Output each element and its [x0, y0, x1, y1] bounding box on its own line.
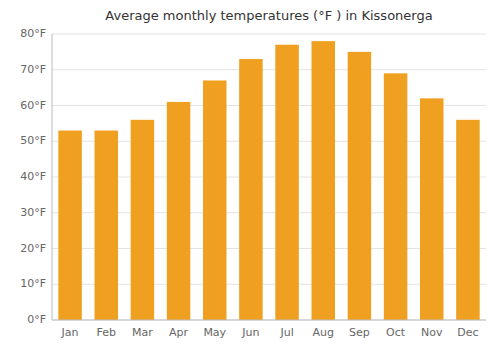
grid — [52, 34, 486, 320]
y-tick-label: 80°F — [20, 27, 46, 40]
y-axis-line — [52, 34, 53, 320]
x-axis: Jan Feb Mar Apr May Jun Jul Aug Sep Oct Nov Dec — [61, 326, 479, 339]
bar — [311, 41, 335, 320]
x-axis-line — [52, 320, 486, 321]
grid-line — [52, 34, 486, 35]
title: Average monthly temperatures (°F ) in Ki… — [105, 8, 432, 23]
bar — [420, 98, 444, 320]
bar — [456, 120, 480, 320]
bar — [58, 131, 82, 320]
y-tick-label: 0°F — [27, 313, 46, 326]
bar — [131, 120, 155, 320]
chart: Average monthly temperatures (°F ) in Ki… — [0, 0, 500, 350]
bar — [275, 45, 299, 320]
y-tick-label: 30°F — [20, 206, 46, 219]
x-tick-label: Mar — [132, 326, 153, 339]
y-tick-label: 50°F — [20, 134, 46, 147]
x-tick-label: Jul — [279, 326, 293, 339]
bar — [94, 131, 118, 320]
bars — [58, 41, 479, 320]
x-tick-label: Dec — [457, 326, 478, 339]
grid-line — [52, 320, 486, 321]
y-tick-label: 10°F — [20, 277, 46, 290]
y-tick-label: 20°F — [20, 242, 46, 255]
bar — [167, 102, 191, 320]
y-tick-label: 70°F — [20, 63, 46, 76]
bar — [348, 52, 372, 320]
bar — [384, 73, 408, 320]
y-axis: 0°F 10°F 20°F 30°F 40°F 50°F 60°F 70°F 80°F — [20, 27, 46, 326]
y-tick-label: 40°F — [20, 170, 46, 183]
y-tick-label: 60°F — [20, 99, 46, 112]
grid-line — [52, 69, 486, 70]
bar — [203, 80, 227, 320]
x-tick-label: Sep — [349, 326, 370, 339]
x-tick-label: Aug — [313, 326, 334, 339]
x-tick-label: Jan — [61, 326, 79, 339]
x-tick-label: Oct — [386, 326, 406, 339]
x-tick-label: Feb — [97, 326, 116, 339]
x-tick-label: Jun — [241, 326, 259, 339]
x-tick-label: May — [203, 326, 226, 339]
x-tick-label: Nov — [421, 326, 443, 339]
x-tick-label: Apr — [169, 326, 189, 339]
bar — [239, 59, 263, 320]
